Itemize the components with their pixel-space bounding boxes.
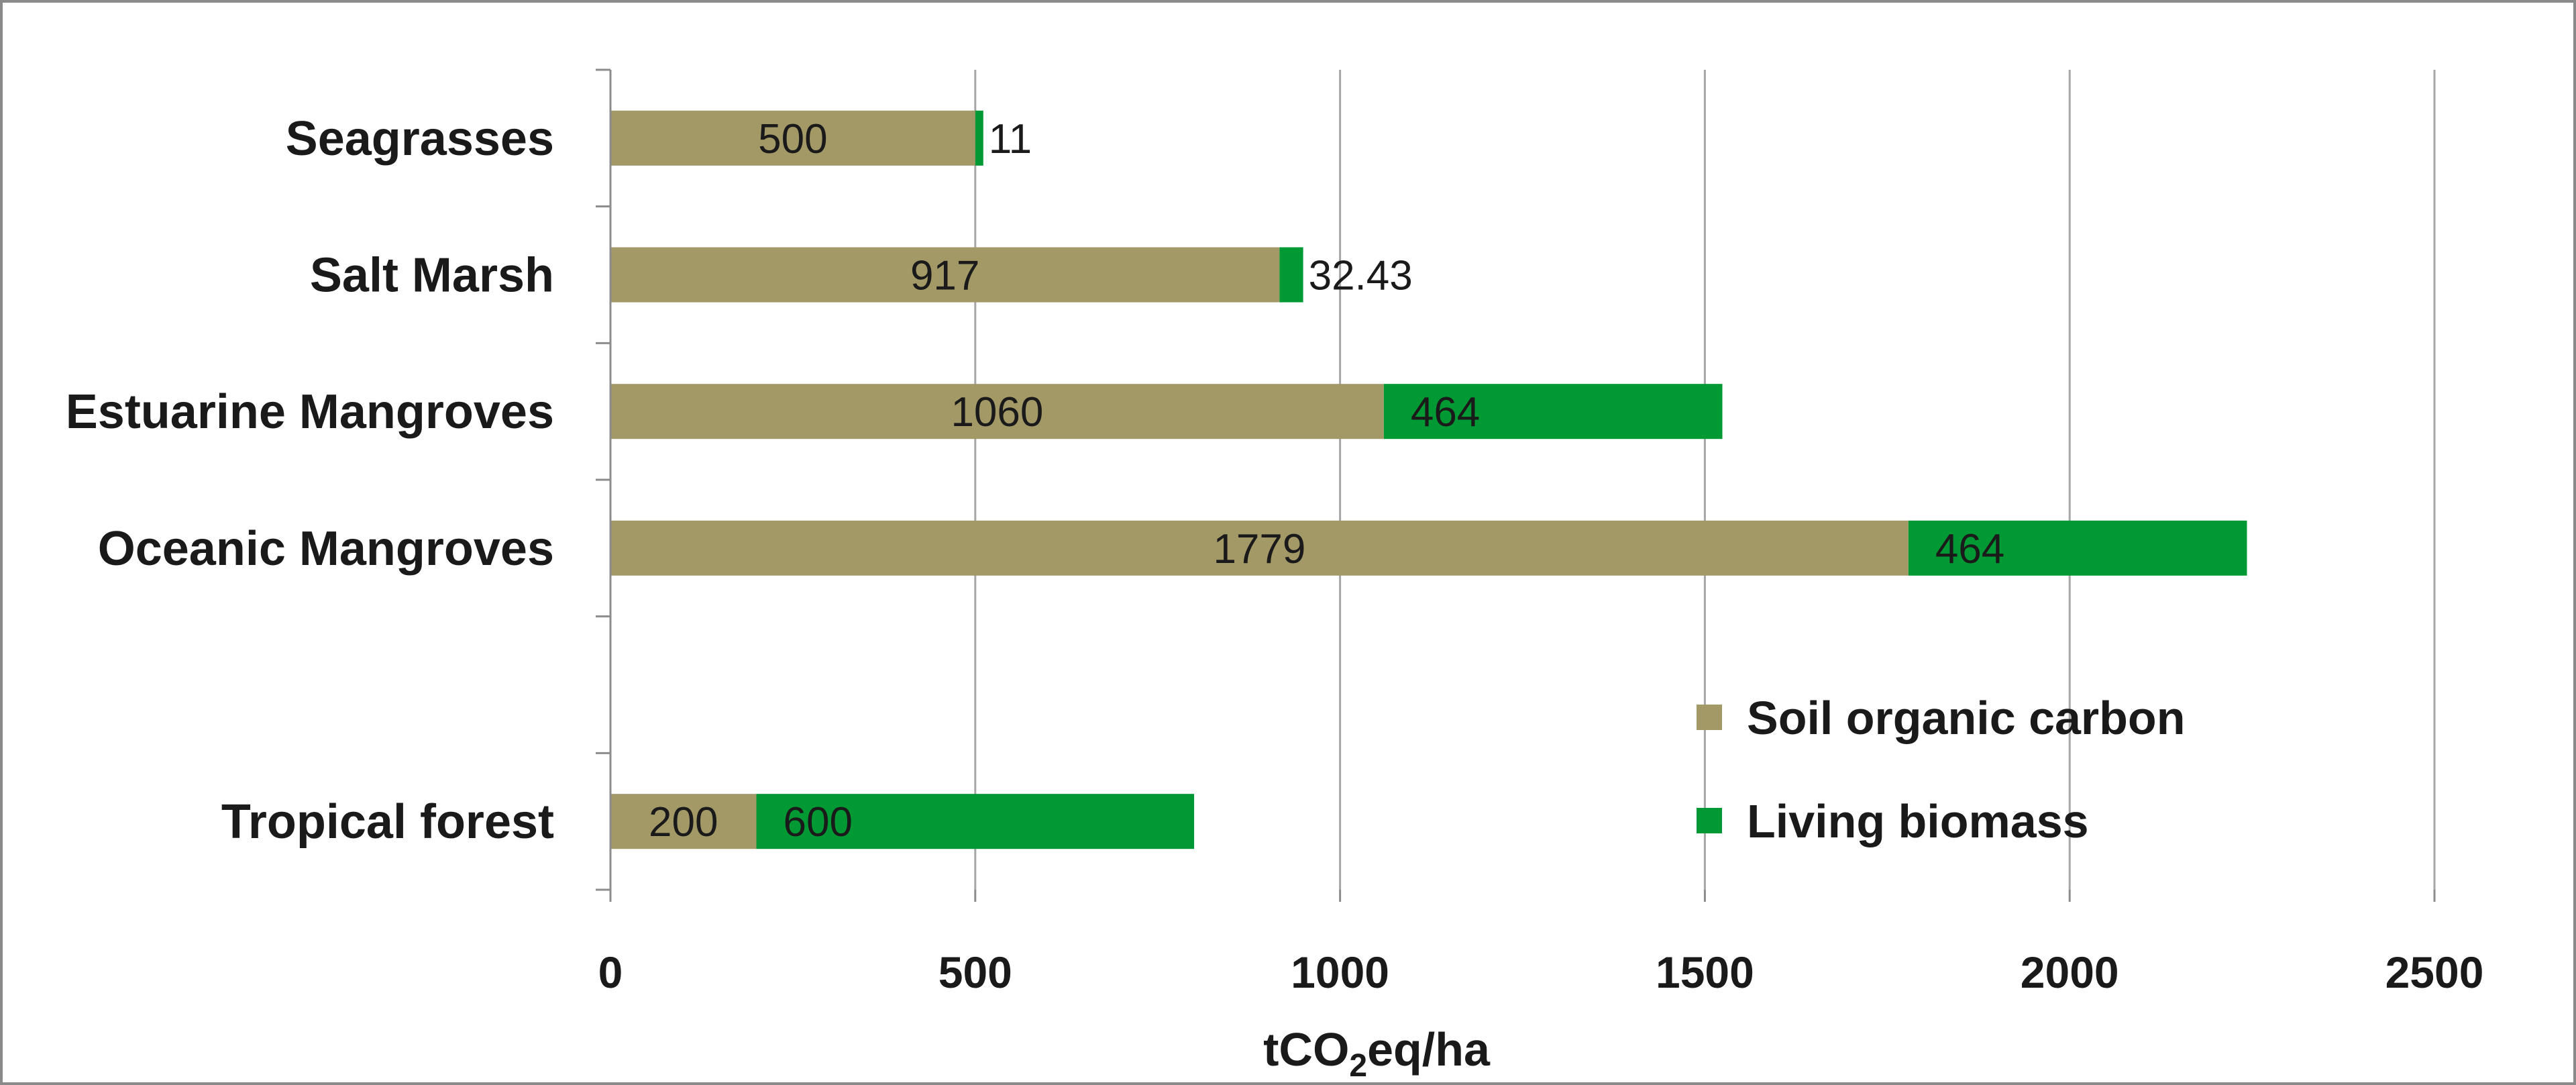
x-tick-label: 1000 [1291,947,1389,997]
category-label: Salt Marsh [310,249,554,303]
data-label-soil: 200 [649,799,718,845]
chart-canvas: Seagrasses Salt Marsh Estuarine Mangroves O… [66,68,2484,1082]
data-label-soil: 500 [758,116,827,162]
gridlines [974,70,2436,890]
tick-labels: 0 500 1000 1500 2000 2500 [598,947,2484,997]
bar-living-biomass [975,110,983,166]
x-tick-label: 0 [598,947,623,997]
x-axis-title-part: tCO [1263,1023,1349,1076]
data-label-biomass: 32.43 [1309,253,1413,299]
data-label-soil: 1060 [951,389,1043,435]
category-labels: Seagrasses Salt Marsh Estuarine Mangroves O… [66,112,554,849]
x-tick-label: 2500 [2385,947,2484,997]
legend-swatch-soil [1697,705,1722,730]
data-label-soil: 917 [910,253,979,299]
x-axis-title-part: eq/ha [1367,1023,1491,1076]
bar-living-biomass [1383,384,1723,440]
bar-living-biomass [756,794,1195,849]
bar-soil-organic-carbon [610,384,1384,440]
data-label-biomass: 11 [989,116,1032,162]
legend-label-biomass: Living biomass [1747,795,2089,847]
legend-swatch-biomass [1697,808,1722,833]
x-tick-label: 2000 [2021,947,2119,997]
data-label-biomass: 464 [1411,389,1480,435]
x-tick-label: 1500 [1656,947,1754,997]
bar-soil-organic-carbon [610,247,1280,303]
data-label-biomass: 464 [1935,526,2004,572]
bar-living-biomass [1908,520,2247,576]
data-labels: 500 11 917 32.43 1060 464 1779 464 200 600 [649,116,2004,845]
category-label: Oceanic Mangroves [98,522,554,576]
legend: Soil organic carbon Living biomass [1697,692,2185,847]
bar-soil-organic-carbon [610,520,1909,576]
axes [596,68,2436,902]
x-axis-title-subscript: 2 [1349,1048,1367,1082]
x-axis-title: tCO2eq/ha [1263,1023,1491,1082]
category-label: Estuarine Mangroves [66,385,554,439]
data-label-soil: 1779 [1213,526,1305,572]
category-label: Seagrasses [286,112,554,166]
x-tick-label: 500 [938,947,1012,997]
bars [610,110,2247,849]
bar-soil-organic-carbon [610,794,757,849]
bar-soil-organic-carbon [610,110,975,166]
bar-living-biomass [1279,247,1303,303]
category-label: Tropical forest [221,795,554,849]
legend-label-soil: Soil organic carbon [1747,692,2185,744]
data-label-biomass: 600 [784,799,853,845]
